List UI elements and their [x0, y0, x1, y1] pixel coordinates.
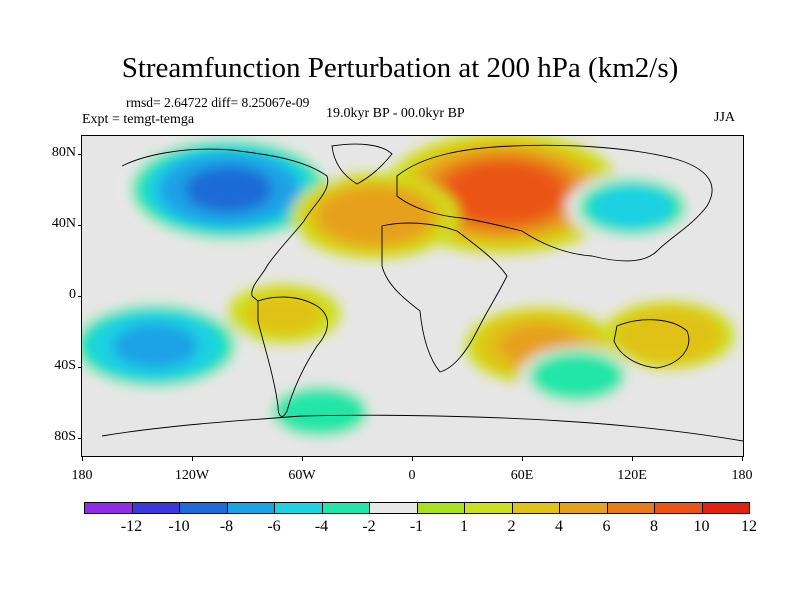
colorbar-swatch [179, 502, 228, 514]
colorbar-label: 1 [460, 518, 468, 535]
colorbar-swatch [654, 502, 703, 514]
colorbar-label: 2 [507, 518, 516, 535]
anomaly-contour [626, 313, 711, 358]
coast-greenland [331, 143, 393, 185]
lon-label: 120W [174, 468, 210, 483]
period-label: 19.0kyr BP - 00.0kyr BP [326, 106, 465, 121]
colorbar-label: -1 [409, 518, 424, 535]
coast-north-america [121, 148, 329, 302]
colorbar-label: 10 [693, 518, 710, 535]
coast-africa [381, 222, 508, 373]
lat-label: 80S [54, 429, 76, 445]
lat-tick [78, 367, 82, 369]
lon-label: 120E [617, 468, 647, 483]
lat-tick [78, 296, 82, 297]
anomaly-contour [331, 193, 419, 239]
colorbar-label: -12 [120, 518, 143, 535]
coast-antarctica [101, 414, 743, 442]
coast-eurasia [396, 144, 713, 262]
lat-tick [78, 153, 82, 155]
coastlines [101, 143, 743, 442]
experiment-label: Expt = temgt-temga [82, 112, 195, 127]
colorbar-label: -10 [168, 518, 190, 535]
colorbar-label: -2 [362, 518, 376, 535]
anomaly-contour [185, 166, 273, 213]
lon-tick [742, 456, 743, 461]
lat-tick [78, 438, 82, 440]
map-title: Streamfunction Perturbation at 200 hPa (… [121, 52, 679, 84]
lon-tick [302, 456, 303, 461]
colorbar-swatch [226, 502, 275, 514]
colorbar-label: -8 [219, 518, 234, 535]
colorbar-swatch [701, 502, 750, 514]
anomaly-contour [458, 169, 549, 217]
colorbar-label: 12 [741, 518, 757, 535]
coast-south-america [257, 296, 328, 417]
lat-tick [78, 224, 82, 226]
colorbar-swatch [84, 502, 133, 514]
contour-map [82, 136, 743, 456]
lon-label: 180 [731, 468, 753, 483]
lon-tick [82, 456, 83, 461]
map-plot-area [81, 135, 744, 457]
lon-label: 180 [71, 468, 93, 483]
lat-label: 40N [51, 215, 76, 231]
coast-australia [613, 319, 690, 369]
lon-tick [632, 456, 633, 461]
colorbar-label: 4 [555, 518, 563, 535]
lat-label: 0 [69, 287, 76, 302]
anomaly-contour [244, 293, 323, 335]
anomaly-contour [538, 355, 616, 397]
lon-label: 60E [510, 468, 534, 483]
colorbar-swatch [416, 502, 465, 514]
colorbar-swatch [464, 502, 513, 514]
anomaly-contour [112, 323, 198, 369]
lat-label: 80N [51, 144, 76, 160]
rmsd-diff-stats: rmsd= 2.64722 diff= 8.25067e-09 [126, 95, 310, 110]
colorbar-label: 8 [650, 518, 658, 535]
colorbar-swatch [559, 502, 608, 514]
colorbar-swatch [606, 502, 655, 514]
lat-label: 40S [54, 358, 76, 374]
anomaly-contour [590, 185, 674, 230]
colorbar-swatch [369, 502, 418, 514]
lon-tick [192, 456, 193, 461]
colorbar-label: -4 [314, 518, 329, 535]
anomaly-contour [281, 391, 360, 433]
season-label: JJA [714, 110, 736, 125]
lon-tick [412, 456, 413, 461]
lon-tick [522, 456, 523, 461]
colorbar-label: 6 [602, 518, 611, 535]
colorbar-swatch [321, 502, 370, 514]
colorbar-swatch [511, 502, 560, 514]
colorbar-swatch [274, 502, 323, 514]
colorbar-label: -6 [267, 518, 281, 535]
colorbar-swatch [131, 502, 180, 514]
lon-label: 0 [408, 468, 416, 483]
lon-label: 60W [288, 468, 316, 483]
